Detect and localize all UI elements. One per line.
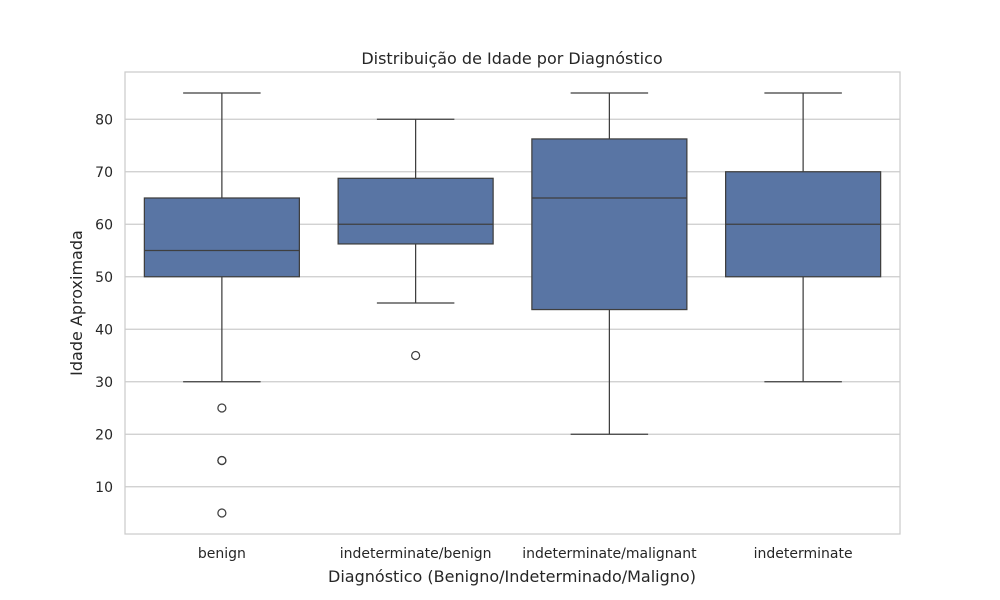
y-tick-label: 20: [95, 427, 113, 443]
outlier-point: [411, 350, 421, 361]
box-group-indeterminate-malignant: [531, 92, 688, 435]
x-tick-label: indeterminate/malignant: [522, 546, 697, 562]
y-tick-label: 80: [95, 112, 113, 128]
y-tick-label: 30: [95, 375, 113, 391]
y-tick-labels: 10 20 30 40 50 60 70 80: [95, 112, 113, 496]
iqr-box: [337, 177, 494, 245]
box-group-indeterminate-benign: [337, 118, 494, 361]
outlier-point: [217, 455, 227, 466]
box-layer: [143, 92, 882, 518]
y-tick-label: 70: [95, 165, 113, 181]
x-tick-label: indeterminate: [754, 546, 853, 562]
y-tick-label: 60: [95, 217, 113, 233]
x-tick-label: indeterminate/benign: [340, 546, 492, 562]
x-tick-label: benign: [198, 546, 246, 562]
y-tick-label: 40: [95, 322, 113, 338]
y-tick-label: 50: [95, 270, 113, 286]
chart-title: Distribuição de Idade por Diagnóstico: [361, 49, 662, 68]
plot-frame: [124, 71, 901, 535]
x-tick-labels: benign indeterminate/benign indeterminate/…: [198, 546, 853, 562]
iqr-box: [143, 197, 300, 278]
outlier-point: [217, 403, 227, 413]
iqr-box: [531, 138, 688, 311]
y-axis-label: Idade Aproximada: [67, 230, 86, 376]
box-group-benign: [143, 92, 300, 518]
x-axis-label: Diagnóstico (Benigno/Indeterminado/Malig…: [328, 567, 696, 586]
y-tick-label: 10: [95, 480, 113, 496]
box-group-indeterminate: [725, 92, 882, 383]
outlier-point: [217, 508, 227, 518]
